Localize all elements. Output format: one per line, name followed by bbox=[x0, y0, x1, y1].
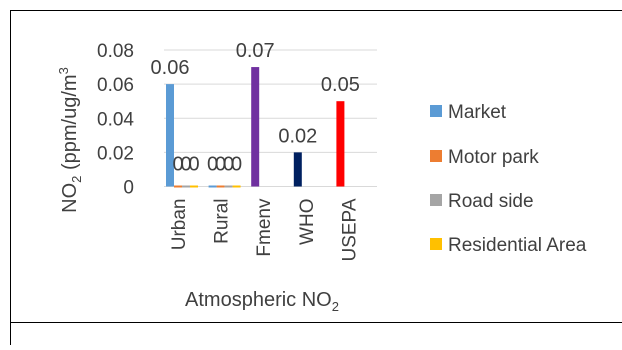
legend-label-2: Road side bbox=[448, 191, 534, 212]
x-tick-who: WHO bbox=[297, 199, 318, 245]
legend-swatch-1 bbox=[430, 150, 442, 162]
y-tick-4: 0.08 bbox=[97, 41, 134, 62]
bar-usepa-0 bbox=[336, 101, 345, 187]
y-tick-3: 0.06 bbox=[97, 75, 134, 96]
data-label-usepa-0: 0.05 bbox=[321, 74, 360, 96]
data-label-urban-0: 0.06 bbox=[151, 57, 190, 79]
y-tick-0: 0 bbox=[123, 178, 134, 199]
y-tick-labels: 0 0.02 0.04 0.06 0.08 bbox=[97, 41, 134, 199]
data-label-fmenv-0: 0.07 bbox=[236, 40, 275, 62]
legend: Market Motor park Road side Residential Are… bbox=[430, 102, 587, 256]
legend-swatch-0 bbox=[430, 105, 442, 117]
legend-swatch-3 bbox=[430, 238, 442, 250]
x-tick-rural: Rural bbox=[212, 199, 233, 244]
data-label-rural-1: 0 bbox=[215, 154, 226, 176]
bar-fmenv-0 bbox=[251, 67, 260, 187]
data-label-who-0: 0.02 bbox=[278, 125, 317, 147]
x-axis-label: Atmospheric NO2 bbox=[185, 289, 339, 314]
x-tick-fmenv: Fmenv bbox=[254, 198, 275, 257]
data-label-rural-3: 0 bbox=[231, 154, 242, 176]
y-tick-1: 0.02 bbox=[97, 143, 134, 164]
x-tick-labels: Urban Rural Fmenv WHO USEPA bbox=[169, 198, 360, 262]
x-tick-usepa: USEPA bbox=[339, 198, 360, 261]
y-axis-label: NO2 (ppm/ug/m3 bbox=[56, 67, 84, 213]
legend-label-1: Motor park bbox=[448, 147, 539, 168]
data-label-urban-1: 0 bbox=[172, 154, 183, 176]
y-tick-2: 0.04 bbox=[97, 109, 134, 130]
bar-who-0 bbox=[293, 152, 302, 187]
data-label-rural-0: 0 bbox=[207, 154, 218, 176]
data-label-rural-2: 0 bbox=[223, 154, 234, 176]
x-tick-urban: Urban bbox=[169, 199, 190, 251]
data-label-urban-3: 0 bbox=[188, 154, 199, 176]
legend-label-3: Residential Area bbox=[448, 235, 587, 256]
bars bbox=[166, 67, 345, 188]
data-label-urban-2: 0 bbox=[180, 154, 191, 176]
bar-urban-0 bbox=[166, 84, 174, 187]
legend-swatch-2 bbox=[430, 194, 442, 206]
legend-label-0: Market bbox=[448, 102, 507, 123]
